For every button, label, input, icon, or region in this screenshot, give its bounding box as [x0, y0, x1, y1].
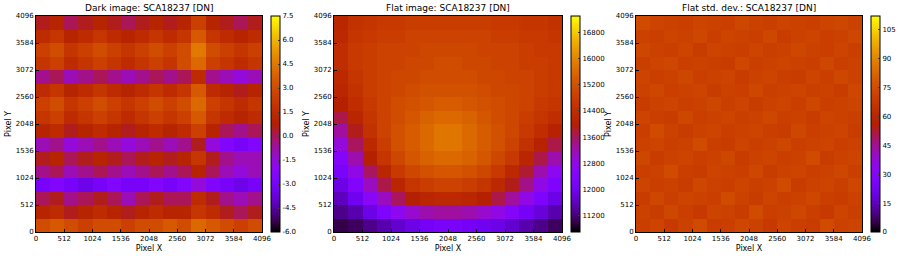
svg-text:1024: 1024: [16, 174, 34, 182]
svg-text:6.0: 6.0: [282, 36, 293, 44]
svg-text:75: 75: [882, 84, 891, 92]
svg-text:4096: 4096: [616, 12, 634, 20]
svg-text:13600: 13600: [582, 134, 604, 142]
svg-text:4096: 4096: [553, 235, 571, 243]
svg-text:11200: 11200: [582, 212, 604, 220]
svg-text:1024: 1024: [382, 235, 400, 243]
svg-text:105: 105: [882, 26, 895, 34]
svg-text:2048: 2048: [616, 120, 634, 128]
svg-text:60: 60: [882, 113, 891, 121]
svg-text:90: 90: [882, 55, 891, 63]
svg-text:7.5: 7.5: [282, 12, 293, 20]
svg-text:Pixel X: Pixel X: [736, 244, 763, 253]
svg-text:2560: 2560: [468, 235, 486, 243]
svg-text:0: 0: [629, 228, 633, 236]
svg-text:3584: 3584: [225, 235, 243, 243]
svg-text:Pixel Y: Pixel Y: [4, 111, 13, 137]
svg-text:0: 0: [332, 235, 336, 243]
svg-text:45: 45: [882, 142, 891, 150]
svg-text:2560: 2560: [168, 235, 186, 243]
svg-text:15: 15: [882, 200, 891, 208]
svg-text:Dark image: SCA18237 [DN]: Dark image: SCA18237 [DN]: [85, 3, 213, 13]
svg-text:0.0: 0.0: [282, 132, 293, 140]
svg-text:2048: 2048: [314, 120, 332, 128]
svg-text:Pixel Y: Pixel Y: [302, 111, 311, 137]
svg-text:-6.0: -6.0: [282, 228, 296, 236]
svg-text:1536: 1536: [616, 147, 634, 155]
svg-text:2048: 2048: [140, 235, 158, 243]
svg-text:3072: 3072: [16, 66, 34, 74]
svg-text:3584: 3584: [616, 39, 634, 47]
svg-text:0: 0: [634, 235, 638, 243]
svg-text:4.5: 4.5: [282, 60, 293, 68]
svg-text:0: 0: [29, 228, 33, 236]
svg-text:Pixel X: Pixel X: [136, 244, 163, 253]
svg-text:3072: 3072: [314, 66, 332, 74]
svg-text:1024: 1024: [684, 235, 702, 243]
svg-text:2560: 2560: [768, 235, 786, 243]
svg-text:2560: 2560: [314, 93, 332, 101]
svg-text:15200: 15200: [582, 81, 604, 89]
svg-text:3584: 3584: [825, 235, 843, 243]
svg-text:1536: 1536: [411, 235, 429, 243]
svg-text:0: 0: [882, 228, 886, 236]
svg-text:3072: 3072: [616, 66, 634, 74]
svg-text:2560: 2560: [16, 93, 34, 101]
svg-text:14400: 14400: [582, 107, 604, 115]
svg-text:0: 0: [34, 235, 38, 243]
svg-text:1536: 1536: [314, 147, 332, 155]
svg-text:Flat std. dev.: SCA18237 [DN]: Flat std. dev.: SCA18237 [DN]: [682, 3, 816, 13]
svg-text:512: 512: [318, 201, 331, 209]
svg-text:30: 30: [882, 171, 891, 179]
svg-text:-1.5: -1.5: [282, 156, 296, 164]
svg-text:-3.0: -3.0: [282, 180, 296, 188]
svg-text:512: 512: [58, 235, 71, 243]
svg-text:4096: 4096: [853, 235, 871, 243]
svg-text:2560: 2560: [616, 93, 634, 101]
svg-text:Flat image: SCA18237 [DN]: Flat image: SCA18237 [DN]: [386, 3, 510, 13]
svg-text:1536: 1536: [712, 235, 730, 243]
svg-text:3.0: 3.0: [282, 84, 293, 92]
svg-text:3072: 3072: [197, 235, 215, 243]
svg-text:4096: 4096: [314, 12, 332, 20]
svg-text:1.5: 1.5: [282, 108, 293, 116]
svg-text:16000: 16000: [582, 55, 604, 63]
svg-text:12000: 12000: [582, 186, 604, 194]
svg-text:4096: 4096: [16, 12, 34, 20]
svg-text:12800: 12800: [582, 160, 604, 168]
svg-text:1024: 1024: [314, 174, 332, 182]
svg-text:2048: 2048: [740, 235, 758, 243]
svg-text:512: 512: [356, 235, 369, 243]
svg-text:2048: 2048: [439, 235, 457, 243]
svg-text:512: 512: [620, 201, 633, 209]
svg-text:1024: 1024: [84, 235, 102, 243]
svg-text:3584: 3584: [16, 39, 34, 47]
svg-text:512: 512: [20, 201, 33, 209]
svg-text:Pixel Y: Pixel Y: [604, 111, 613, 137]
svg-text:0: 0: [327, 228, 331, 236]
svg-text:4096: 4096: [253, 235, 271, 243]
svg-text:3584: 3584: [314, 39, 332, 47]
svg-text:16800: 16800: [582, 29, 604, 37]
svg-text:1536: 1536: [112, 235, 130, 243]
svg-text:3072: 3072: [797, 235, 815, 243]
svg-text:3584: 3584: [525, 235, 543, 243]
svg-text:-4.5: -4.5: [282, 204, 296, 212]
svg-text:2048: 2048: [16, 120, 34, 128]
svg-text:Pixel X: Pixel X: [435, 244, 462, 253]
svg-text:3072: 3072: [496, 235, 514, 243]
svg-text:512: 512: [658, 235, 671, 243]
svg-text:1024: 1024: [616, 174, 634, 182]
svg-text:1536: 1536: [16, 147, 34, 155]
